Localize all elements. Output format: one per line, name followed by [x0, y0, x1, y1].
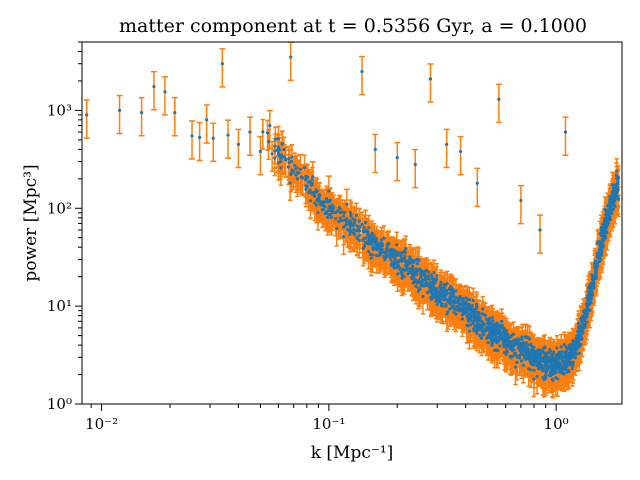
plot-area [83, 42, 621, 399]
chart-title: matter component at t = 0.5356 Gyr, a = … [119, 15, 587, 37]
